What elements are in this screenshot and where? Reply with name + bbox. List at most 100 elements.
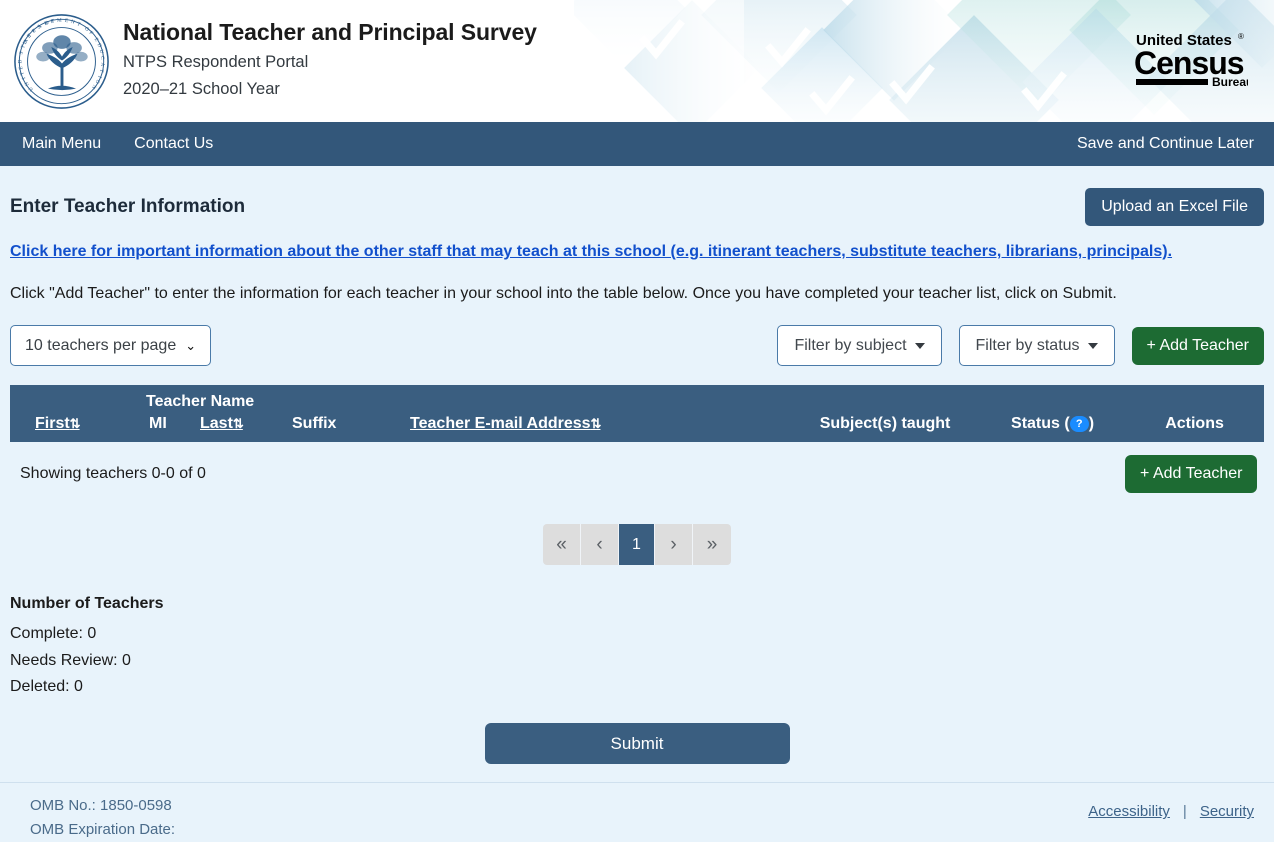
svg-text:A: A bbox=[22, 37, 29, 43]
svg-text:®: ® bbox=[1238, 32, 1244, 41]
column-label-first: First bbox=[35, 415, 70, 432]
svg-text:A: A bbox=[99, 62, 105, 66]
security-link[interactable]: Security bbox=[1199, 803, 1254, 821]
sort-by-email-link[interactable]: Teacher E-mail Address⇅ bbox=[410, 415, 601, 432]
svg-text:U: U bbox=[97, 49, 104, 54]
other-staff-information-link[interactable]: Click here for important information abo… bbox=[10, 243, 1173, 260]
add-teacher-button-row[interactable]: + Add Teacher bbox=[1125, 455, 1258, 493]
upload-excel-file-button[interactable]: Upload an Excel File bbox=[1085, 188, 1264, 226]
header-title-block: National Teacher and Principal Survey NT… bbox=[122, 19, 537, 104]
svg-text:T: T bbox=[50, 18, 55, 25]
pagination-next-button[interactable]: › bbox=[655, 524, 693, 565]
svg-text:O: O bbox=[83, 25, 90, 32]
sort-arrows-icon: ⇅ bbox=[69, 416, 81, 431]
group-header-teacher-name: Teacher Name bbox=[145, 385, 411, 411]
table-empty-row: Showing teachers 0-0 of 0 + Add Teacher bbox=[10, 442, 1265, 506]
page-title-survey-name: National Teacher and Principal Survey bbox=[123, 18, 537, 45]
column-header-actions: Actions bbox=[1125, 411, 1265, 442]
svg-text:F: F bbox=[50, 18, 54, 25]
pagination-page-1-button[interactable]: 1 bbox=[619, 524, 655, 565]
column-header-status: Status (?) bbox=[980, 411, 1126, 442]
pagination-control: « ‹ 1 › » bbox=[543, 524, 731, 565]
group-header-spacer-status bbox=[980, 385, 1126, 411]
svg-text:M: M bbox=[56, 17, 61, 23]
group-header-spacer-actions bbox=[1125, 385, 1265, 411]
teachers-table-head: Teacher Name First⇅ MI Last⇅ Suffix bbox=[10, 385, 1265, 442]
showing-teachers-count: Showing teachers 0-0 of 0 bbox=[10, 442, 981, 506]
save-and-continue-later-link[interactable]: Save and Continue Later bbox=[1076, 135, 1254, 152]
svg-text:E: E bbox=[31, 27, 37, 34]
table-group-header-row: Teacher Name bbox=[10, 385, 1265, 411]
count-complete: Complete: 0 bbox=[10, 625, 97, 642]
omb-expiration-date: OMB Expiration Date: bbox=[30, 821, 176, 839]
teachers-per-page-select[interactable]: 10 teachers per page ⌄ bbox=[10, 325, 212, 366]
seal-container: D E P A R T M E N T O F E D U C A T I O bbox=[0, 13, 122, 110]
pagination-prev-button[interactable]: ‹ bbox=[581, 524, 619, 565]
instructions-text: Click "Add Teacher" to enter the informa… bbox=[10, 285, 1117, 302]
column-header-subjects: Subject(s) taught bbox=[790, 411, 981, 442]
filter-by-status-label: Filter by status bbox=[975, 336, 1080, 354]
footer-links: Accessibility | Security bbox=[1088, 794, 1254, 820]
svg-text:T: T bbox=[18, 70, 25, 76]
nav-item-contact-us[interactable]: Contact Us bbox=[134, 135, 214, 152]
status-help-icon[interactable]: ? bbox=[1069, 416, 1089, 432]
empty-status-cell bbox=[980, 442, 1126, 506]
svg-text:U: U bbox=[27, 85, 34, 92]
svg-text:S: S bbox=[36, 23, 42, 30]
filter-by-subject-dropdown[interactable]: Filter by subject bbox=[777, 325, 942, 366]
sort-arrows-icon: ⇅ bbox=[232, 416, 244, 431]
filter-by-status-dropdown[interactable]: Filter by status bbox=[958, 325, 1115, 366]
svg-text:D: D bbox=[21, 39, 28, 45]
caret-down-icon bbox=[1087, 342, 1098, 349]
svg-text:D: D bbox=[95, 42, 102, 48]
svg-text:E: E bbox=[26, 33, 33, 39]
svg-text:Bureau: Bureau bbox=[1212, 75, 1248, 89]
svg-text:E: E bbox=[92, 36, 99, 42]
svg-text:T: T bbox=[76, 21, 82, 28]
site-footer: OMB No.: 1850-0598 OMB Expiration Date: … bbox=[0, 782, 1274, 842]
submit-button[interactable]: Submit bbox=[484, 723, 790, 765]
column-header-mi: MI bbox=[145, 411, 200, 442]
submit-row: Submit bbox=[10, 723, 1264, 765]
column-header-last: Last⇅ bbox=[200, 411, 290, 442]
omb-number: OMB No.: 1850-0598 bbox=[30, 797, 172, 815]
svg-text:R: R bbox=[43, 20, 49, 27]
teachers-table: Teacher Name First⇅ MI Last⇅ Suffix bbox=[10, 385, 1265, 506]
caret-down-icon bbox=[914, 342, 925, 349]
pagination-first-button[interactable]: « bbox=[543, 524, 581, 565]
pagination-row: « ‹ 1 › » bbox=[10, 524, 1264, 565]
teachers-table-body: Showing teachers 0-0 of 0 + Add Teacher bbox=[10, 442, 1265, 506]
svg-text:O: O bbox=[93, 78, 100, 84]
svg-text:I: I bbox=[96, 74, 102, 78]
nav-item-main-menu[interactable]: Main Menu bbox=[22, 135, 102, 152]
column-label-email: Teacher E-mail Address bbox=[410, 415, 591, 432]
svg-text:E: E bbox=[18, 65, 24, 69]
filter-by-subject-label: Filter by subject bbox=[794, 336, 907, 354]
accessibility-link[interactable]: Accessibility bbox=[1088, 803, 1170, 821]
svg-text:T: T bbox=[97, 68, 104, 73]
svg-text:A: A bbox=[36, 23, 43, 30]
add-teacher-button-top[interactable]: + Add Teacher bbox=[1131, 326, 1264, 365]
site-header: D E P A R T M E N T O F E D U C A T I O bbox=[0, 0, 1274, 122]
svg-text:T: T bbox=[26, 32, 33, 39]
svg-text:N: N bbox=[89, 83, 96, 90]
svg-text:S: S bbox=[18, 50, 24, 54]
table-controls: 10 teachers per page ⌄ Filter by subject… bbox=[10, 325, 1264, 366]
sort-by-first-name-link[interactable]: First⇅ bbox=[35, 415, 81, 432]
primary-navbar: Main Menu Contact Us Save and Continue L… bbox=[0, 122, 1274, 166]
pagination-last-button[interactable]: » bbox=[693, 524, 731, 565]
header-subtitle-school-year: 2020–21 School Year bbox=[123, 80, 280, 99]
count-needs-review: Needs Review: 0 bbox=[10, 651, 131, 669]
column-label-status-close: ) bbox=[1088, 415, 1095, 432]
page-heading: Enter Teacher Information bbox=[10, 196, 246, 217]
count-deleted: Deleted: 0 bbox=[10, 678, 83, 696]
svg-text:N: N bbox=[23, 80, 30, 87]
department-of-education-seal-icon: D E P A R T M E N T O F E D U C A T I O bbox=[13, 13, 109, 109]
group-header-spacer-email bbox=[410, 385, 791, 411]
sort-by-last-name-link[interactable]: Last⇅ bbox=[200, 415, 244, 432]
svg-text:F: F bbox=[87, 30, 93, 36]
column-header-suffix: Suffix bbox=[290, 411, 411, 442]
row-actions-cell: + Add Teacher bbox=[1125, 442, 1265, 506]
column-label-status: Status ( bbox=[1011, 415, 1070, 432]
header-subtitle-portal: NTPS Respondent Portal bbox=[123, 53, 309, 71]
